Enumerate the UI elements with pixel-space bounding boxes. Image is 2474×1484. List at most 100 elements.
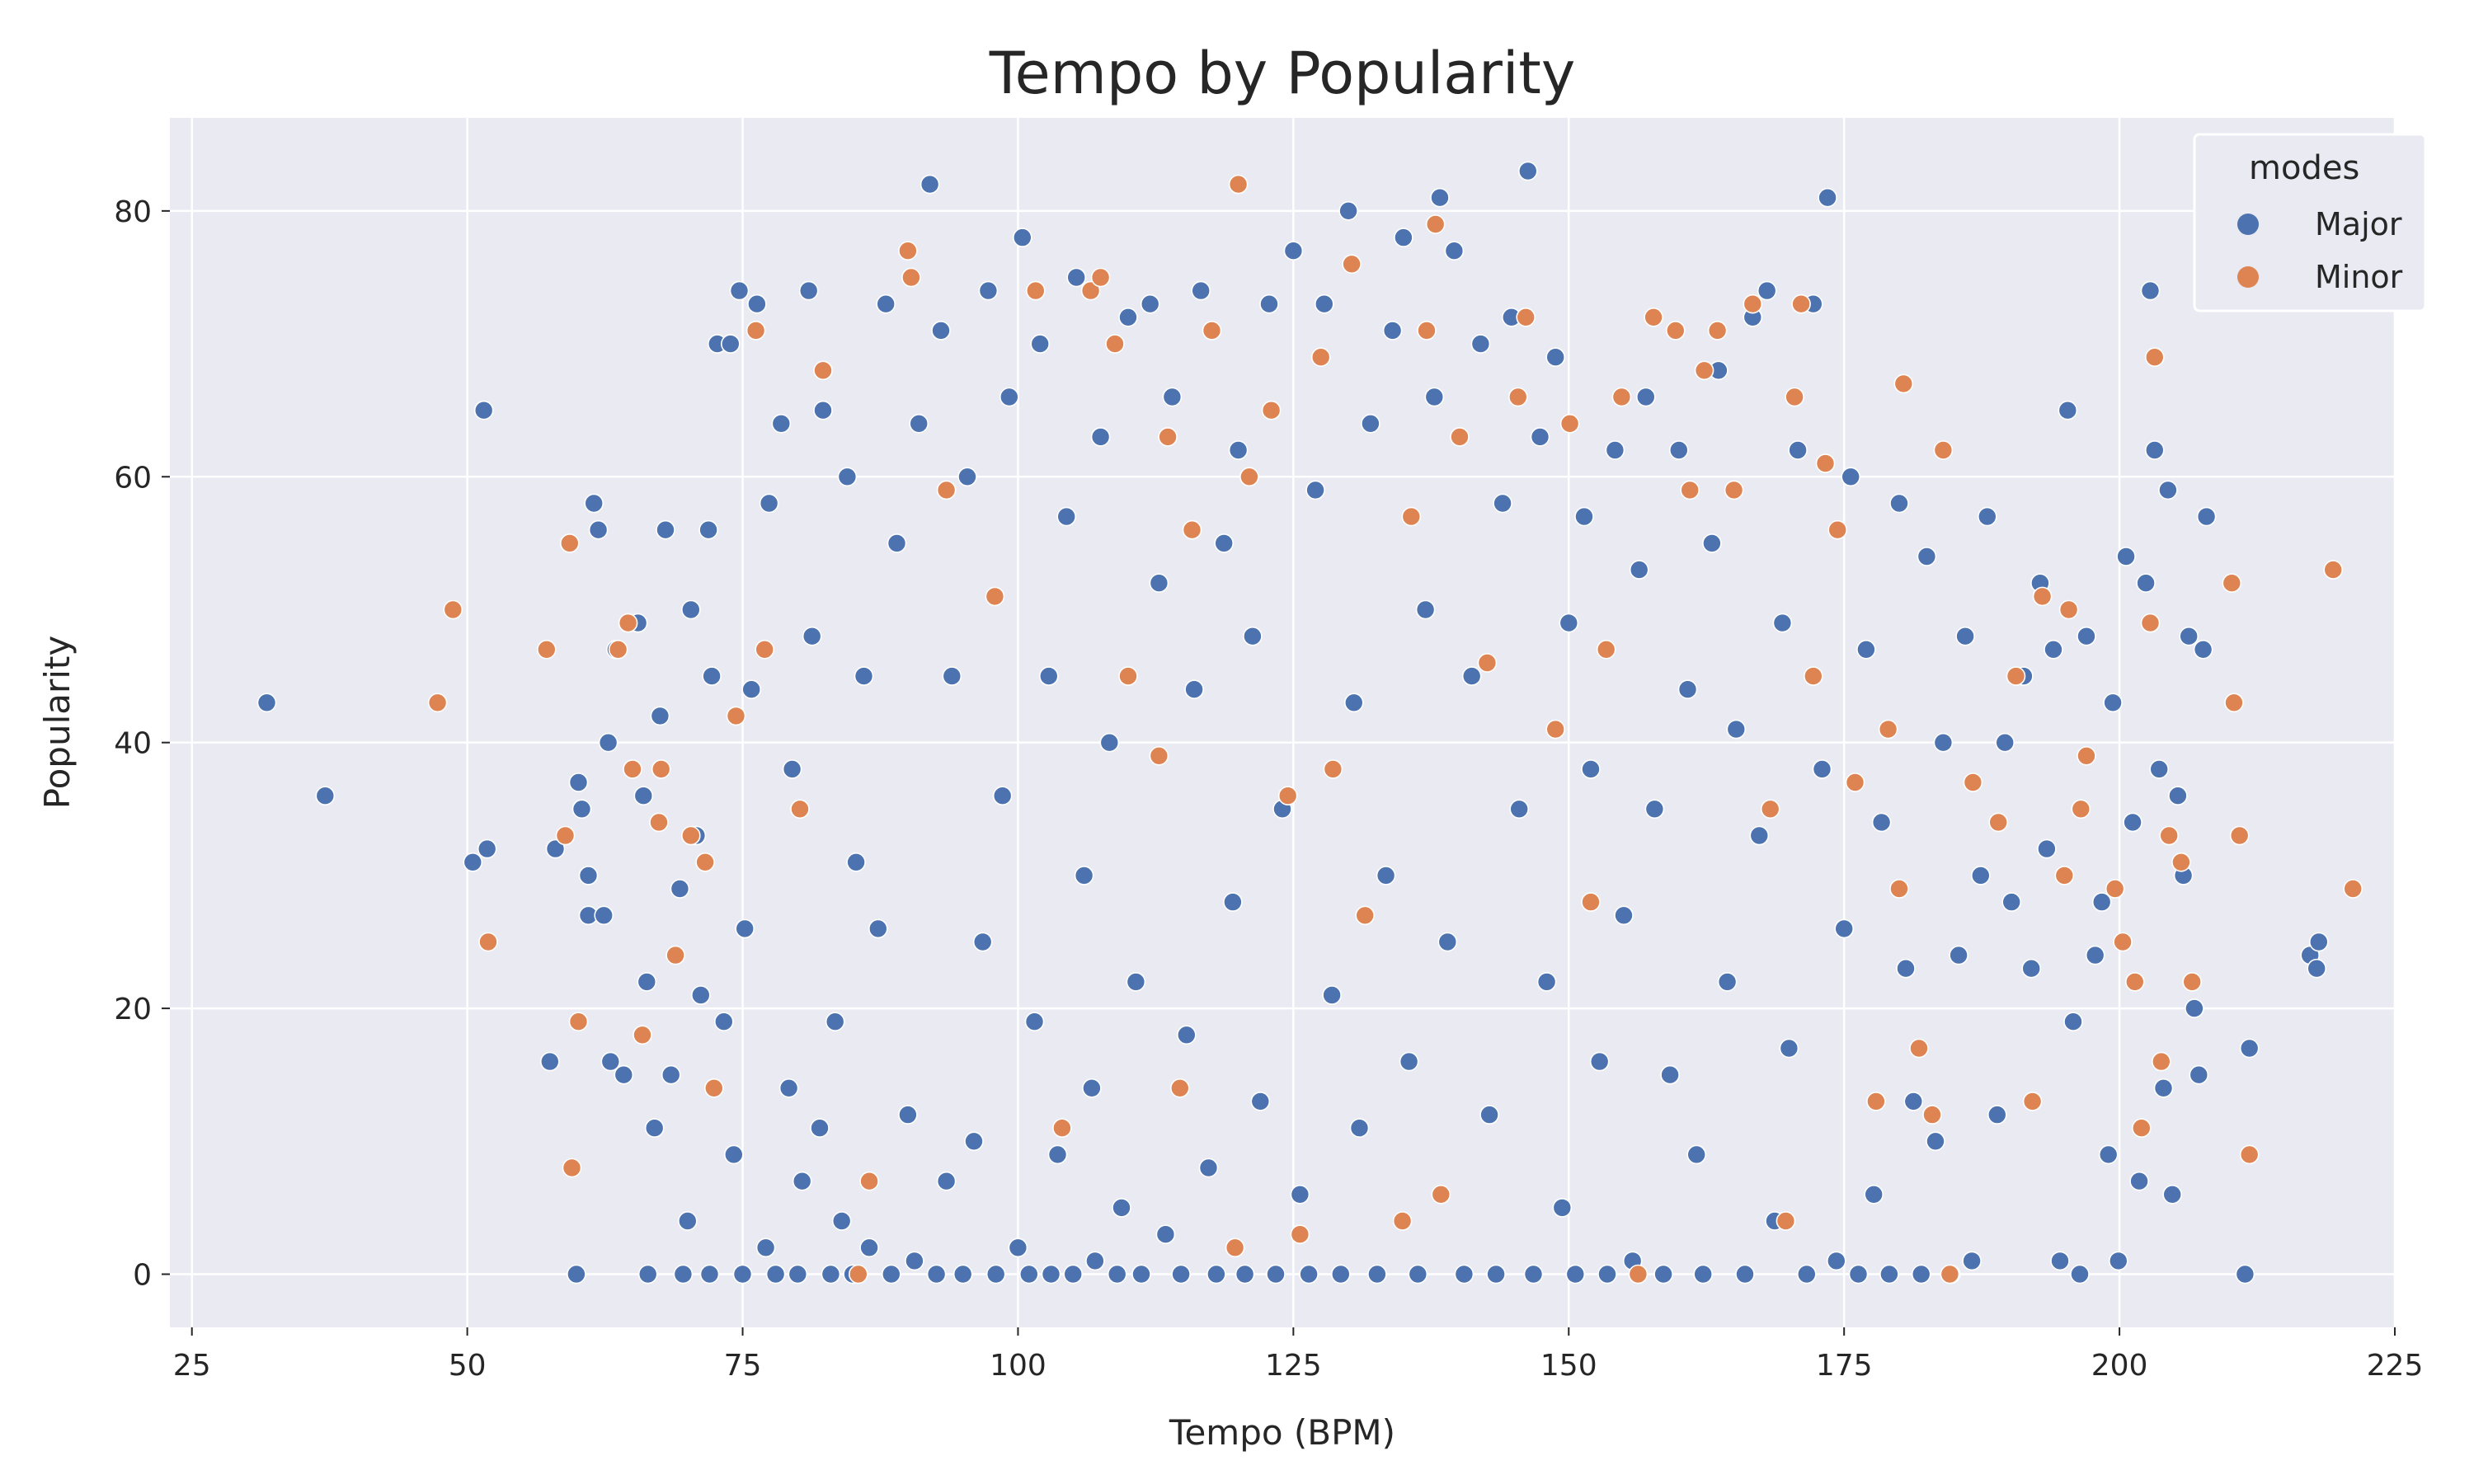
scatter-point-minor xyxy=(1963,773,1983,792)
scatter-point-major xyxy=(952,1264,973,1284)
scatter-point-major xyxy=(1486,1264,1506,1284)
scatter-point-major xyxy=(1559,613,1579,633)
x-tick-label: 200 xyxy=(2091,1349,2148,1383)
scatter-point-major xyxy=(741,679,762,700)
scatter-point-major xyxy=(926,1264,947,1284)
scatter-point-major xyxy=(1660,1064,1680,1085)
scatter-point-major xyxy=(690,985,711,1005)
scatter-point-major xyxy=(477,838,497,859)
scatter-point-minor xyxy=(623,759,642,779)
scatter-point-major xyxy=(2140,280,2161,301)
scatter-point-major xyxy=(2145,440,2165,460)
scatter-point-major xyxy=(813,400,833,420)
scatter-point-major xyxy=(1131,1264,1151,1284)
scatter-point-major xyxy=(594,905,614,926)
scatter-point-minor xyxy=(1922,1105,1942,1125)
legend-label-major: Major xyxy=(2315,206,2402,242)
scatter-point-major xyxy=(898,1105,918,1125)
scatter-point-minor xyxy=(1090,267,1111,288)
scatter-point-major xyxy=(1235,1264,1255,1284)
scatter-point-minor xyxy=(2224,693,2244,713)
series-minor xyxy=(427,174,2363,1284)
scatter-point-major xyxy=(1349,1118,1370,1138)
scatter-point-major xyxy=(1493,493,1512,514)
scatter-point-minor xyxy=(2323,560,2343,580)
scatter-point-major xyxy=(909,413,929,434)
scatter-point-major xyxy=(1636,387,1656,407)
scatter-point-minor xyxy=(1026,280,1046,301)
y-tick-label: 60 xyxy=(114,461,152,495)
scatter-point-minor xyxy=(2132,1118,2152,1138)
scatter-point-minor xyxy=(1707,321,1728,340)
scatter-point-major xyxy=(2307,958,2326,979)
x-tick-label: 25 xyxy=(173,1349,211,1383)
scatter-point-major xyxy=(2162,1185,2182,1205)
scatter-point-minor xyxy=(1845,773,1865,792)
scatter-point-minor xyxy=(1866,1092,1886,1111)
scatter-point-major xyxy=(1056,506,1076,527)
scatter-point-minor xyxy=(1277,786,1298,806)
scatter-point-major xyxy=(2091,892,2112,912)
scatter-point-major xyxy=(1717,972,1738,992)
scatter-point-minor xyxy=(555,825,576,846)
scatter-point-major xyxy=(854,666,874,686)
scatter-point-major xyxy=(661,1064,681,1085)
scatter-point-minor xyxy=(1988,812,2008,833)
scatter-point-major xyxy=(713,1012,734,1031)
scatter-point-major xyxy=(1818,187,1837,208)
scatter-point-major xyxy=(1903,1092,1924,1111)
scatter-point-minor xyxy=(1804,666,1823,686)
scatter-point-major xyxy=(1669,440,1689,460)
scatter-point-minor xyxy=(898,241,918,261)
scatter-point-major xyxy=(1971,866,1991,885)
scatter-point-major xyxy=(1063,1264,1083,1284)
scatter-point-major xyxy=(802,626,822,646)
scatter-point-major xyxy=(1039,666,1059,686)
scatter-point-minor xyxy=(2022,1092,2043,1111)
scatter-point-minor xyxy=(536,639,557,660)
scatter-point-major xyxy=(759,493,779,514)
scatter-point-minor xyxy=(2071,799,2091,819)
scatter-point-major xyxy=(1614,905,1634,926)
scatter-point-major xyxy=(1155,1224,1176,1244)
scatter-point-major xyxy=(1008,1237,1028,1258)
scatter-point-major xyxy=(1772,613,1793,633)
y-axis-label: Popularity xyxy=(37,636,78,809)
scatter-point-minor xyxy=(1170,1078,1190,1098)
scatter-point-major xyxy=(1149,573,1169,594)
scatter-point-major xyxy=(1444,241,1465,261)
scatter-point-minor xyxy=(559,533,580,553)
scatter-point-minor xyxy=(1827,519,1847,540)
scatter-point-major xyxy=(1112,1198,1131,1218)
x-tick-label: 125 xyxy=(1265,1349,1322,1383)
scatter-point-major xyxy=(1779,1038,1799,1059)
scatter-point-major xyxy=(755,1237,776,1258)
scatter-point-minor xyxy=(2125,972,2145,992)
scatter-point-major xyxy=(2168,786,2188,806)
x-axis-label: Tempo (BPM) xyxy=(1169,1412,1395,1453)
scatter-point-minor xyxy=(2140,613,2161,633)
scatter-point-major xyxy=(2021,958,2041,979)
scatter-point-minor xyxy=(2058,599,2079,620)
scatter-point-major xyxy=(931,321,951,340)
scatter-point-major xyxy=(2179,626,2199,646)
scatter-point-major xyxy=(1955,626,1975,646)
scatter-point-major xyxy=(699,1264,720,1284)
scatter-point-major xyxy=(463,852,483,872)
scatter-point-major xyxy=(256,693,277,713)
scatter-point-major xyxy=(2103,693,2123,713)
scatter-point-minor xyxy=(1261,400,1282,420)
scatter-point-minor xyxy=(1680,480,1700,500)
scatter-point-major xyxy=(1574,506,1594,527)
scatter-point-major xyxy=(2129,1171,2149,1191)
scatter-point-major xyxy=(985,1264,1006,1284)
scatter-point-minor xyxy=(1776,1211,1796,1231)
scatter-point-major xyxy=(1864,1185,1884,1205)
scatter-point-minor xyxy=(666,945,685,965)
scatter-point-minor xyxy=(1791,294,1811,314)
scatter-point-major xyxy=(1552,1198,1573,1218)
scatter-point-minor xyxy=(1581,892,1601,912)
scatter-point-major xyxy=(637,1264,658,1284)
scatter-point-major xyxy=(2077,626,2096,646)
